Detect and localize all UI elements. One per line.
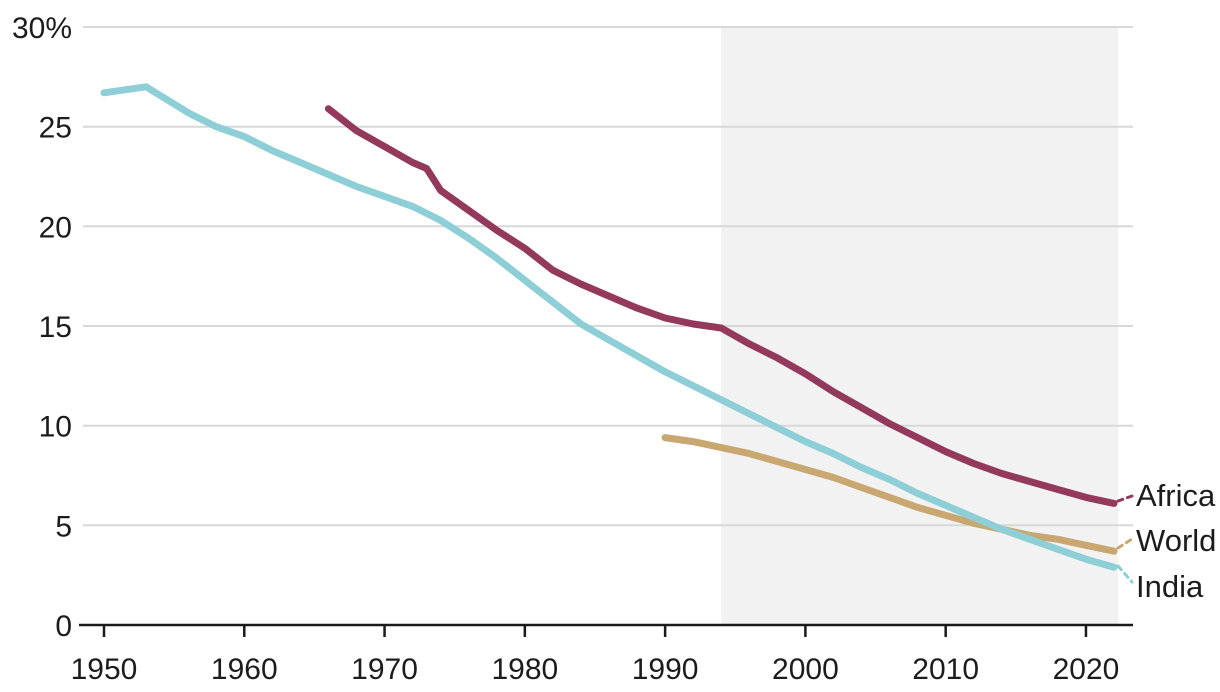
y-tick-label-20: 20 [39,211,72,244]
x-tick-label-1970: 1970 [351,653,418,686]
y-tick-label-10: 10 [39,411,72,444]
y-tick-label-30: 30% [12,12,72,45]
y-tick-label-15: 15 [39,311,72,344]
label-connector-africa [1116,494,1134,503]
series-label-africa[interactable]: Africa [1136,478,1216,513]
x-tick-label-1950: 1950 [71,653,138,686]
x-tick-label-1960: 1960 [211,653,278,686]
x-tick-label-2000: 2000 [772,653,839,686]
x-tick-label-1980: 1980 [491,653,558,686]
series-line-india[interactable] [100,83,1118,571]
x-tick-label-2020: 2020 [1053,653,1120,686]
series-label-india[interactable]: India [1136,569,1204,604]
series-line-world[interactable] [661,434,1118,555]
label-connector-india [1116,564,1134,584]
y-tick-label-25: 25 [39,112,72,145]
x-tick-label-1990: 1990 [632,653,699,686]
y-tick-label-5: 5 [55,510,72,543]
x-tick-label-2010: 2010 [912,653,979,686]
label-connector-world [1116,537,1134,550]
series-label-world[interactable]: World [1136,523,1217,558]
y-tick-label-0: 0 [55,610,72,643]
series-line-africa[interactable] [324,105,1118,507]
